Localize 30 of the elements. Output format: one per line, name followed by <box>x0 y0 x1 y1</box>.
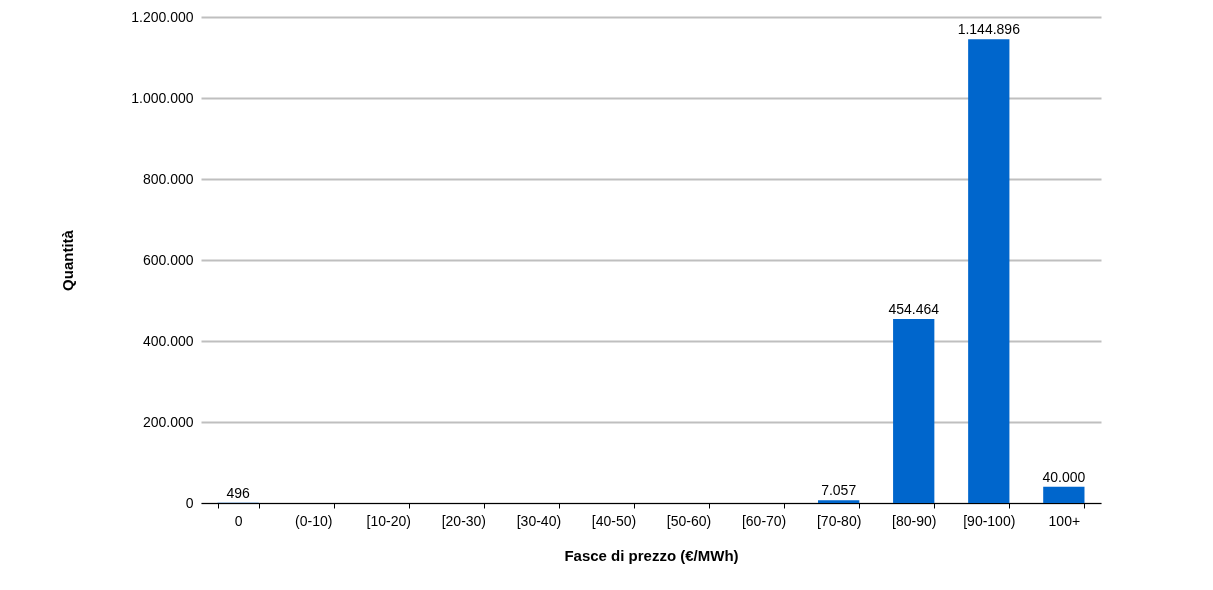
bar <box>893 318 935 503</box>
x-tick-label: [80-90) <box>892 512 937 529</box>
data-label: 1.144.896 <box>957 21 1021 38</box>
y-tick-label: 200.000 <box>142 413 194 430</box>
bar <box>1043 486 1085 503</box>
x-tick-label: 100+ <box>1048 512 1081 529</box>
x-tick-label: [70-80) <box>816 512 862 529</box>
x-tick-label: [40-50) <box>591 512 637 529</box>
data-label: 40.000 <box>1042 468 1086 485</box>
data-label: 496 <box>226 484 251 501</box>
y-tick-label: 400.000 <box>142 332 194 349</box>
x-tick-label: [50-60) <box>666 512 712 529</box>
x-tick-label: [90-100) <box>963 512 1016 529</box>
x-tick-label: (0-10) <box>295 512 333 529</box>
y-tick-label: 1.200.000 <box>131 8 194 25</box>
y-tick-label: 600.000 <box>142 251 194 268</box>
y-tick-label: 800.000 <box>142 170 194 187</box>
x-tick-label: 0 <box>234 512 243 529</box>
y-tick-label: 1.000.000 <box>131 89 194 106</box>
x-tick-label: [30-40) <box>516 512 562 529</box>
y-tick-label: 0 <box>185 494 194 511</box>
data-label: 7.057 <box>821 482 857 499</box>
x-tick-label: [10-20) <box>366 512 411 529</box>
data-label: 454.464 <box>888 300 940 317</box>
x-tick-label: [20-30) <box>441 512 487 529</box>
y-axis-title: Quantità <box>59 229 77 291</box>
bar <box>968 39 1010 503</box>
bar <box>818 500 860 503</box>
x-tick-label: [60-70) <box>741 512 787 529</box>
x-axis-title: Fasce di prezzo (€/MWh) <box>564 546 739 564</box>
